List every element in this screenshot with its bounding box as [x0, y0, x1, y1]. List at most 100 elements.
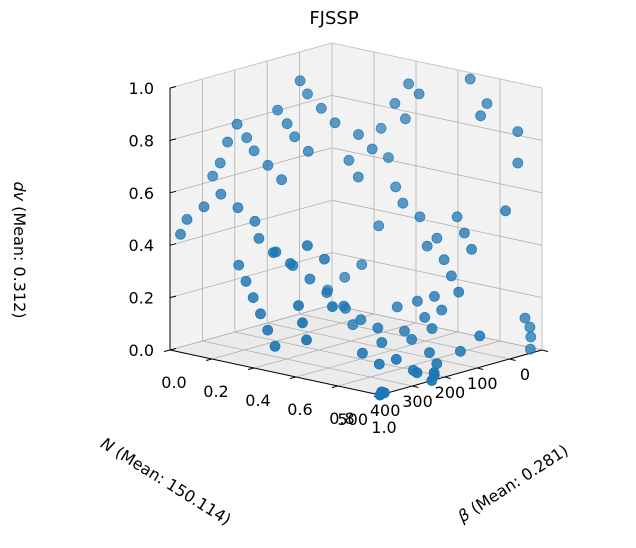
- x-axis-line: [379, 349, 543, 396]
- z-tick-label: 0.0: [129, 341, 154, 360]
- scatter-point: [525, 331, 537, 343]
- gridline-z-back: [169, 95, 333, 141]
- scatter-point: [438, 254, 450, 266]
- scatter-point: [293, 300, 304, 312]
- scatter-point: [512, 126, 524, 138]
- scatter-point: [329, 117, 341, 129]
- scatter-point: [352, 171, 364, 183]
- y-tick-label: 0.0: [161, 373, 186, 392]
- x-tick-mark: [477, 367, 484, 370]
- scatter-point: [269, 340, 281, 352]
- scatter-point: [248, 145, 260, 157]
- scatter-point: [431, 232, 443, 244]
- scatter-point: [318, 253, 330, 265]
- scatter-point: [339, 271, 351, 283]
- scatter-point: [399, 113, 411, 125]
- scatter-point: [525, 343, 536, 355]
- y-tick-mark: [289, 376, 297, 379]
- scatter-point: [207, 170, 219, 182]
- axis-lines: [169, 88, 543, 396]
- z-tick-mark: [169, 138, 177, 141]
- scatter-point: [426, 323, 438, 334]
- gridline-z-side: [331, 199, 543, 246]
- scatter-point: [414, 211, 426, 223]
- scatter-point: [390, 181, 402, 193]
- x-tick-label: 100: [467, 374, 498, 393]
- scatter-point: [403, 78, 415, 90]
- z-tick-mark: [169, 243, 177, 246]
- scatter-point: [272, 104, 284, 116]
- scatter-point: [524, 321, 536, 333]
- y-tick-label: 0.6: [287, 400, 312, 419]
- x-tick-label: 300: [402, 392, 433, 411]
- x-tick-mark: [541, 349, 549, 352]
- scatter-point: [500, 205, 512, 217]
- scatter-point: [255, 308, 266, 320]
- scatter-point: [181, 213, 193, 225]
- scatter-point: [421, 240, 433, 252]
- x-tick-mark: [444, 376, 451, 379]
- scatter-point: [222, 136, 234, 148]
- scatter-point: [281, 118, 293, 130]
- y-axis-label-text: (Mean: 0.281): [463, 441, 572, 521]
- scatter-point: [382, 152, 394, 164]
- scatter-point: [426, 375, 438, 387]
- gridline-y-floor: [295, 331, 459, 378]
- gridline-x-floor: [202, 340, 413, 387]
- x-tick-label: 0: [520, 365, 530, 384]
- gridline-z-back: [169, 304, 333, 351]
- scatter-point: [376, 337, 388, 348]
- scatter-point: [413, 88, 425, 100]
- scatter-point: [315, 102, 327, 114]
- scatter-point: [356, 347, 368, 359]
- scatter-point: [466, 243, 478, 255]
- scatter-point: [391, 301, 403, 313]
- pane-edge: [169, 42, 333, 89]
- scatter-point: [512, 157, 524, 169]
- z-tick-label: 1.0: [129, 79, 154, 98]
- z-axis-label: dv (Mean: 0.312): [10, 181, 29, 318]
- scatter-point: [399, 325, 410, 337]
- x-tick-label: 400: [370, 401, 401, 420]
- scatter-point: [373, 358, 385, 370]
- chart-title: FJSSP: [309, 8, 359, 29]
- scatter-point: [232, 202, 244, 214]
- scatter-point: [233, 259, 245, 271]
- y-tick-label: 0.2: [203, 382, 228, 401]
- y-tick-label: 1.0: [371, 418, 396, 437]
- scatter-point: [297, 317, 308, 329]
- y-tick-label: 0.8: [329, 409, 354, 428]
- scatter-point: [436, 304, 448, 316]
- scatter-point: [338, 300, 350, 312]
- scatter-point: [231, 118, 243, 130]
- scatter-point: [424, 347, 435, 359]
- scatter-point: [289, 131, 301, 143]
- y-tick-mark: [331, 385, 339, 388]
- z-tick-mark: [169, 86, 177, 89]
- z-tick-mark: [169, 190, 177, 194]
- gridline-y-floor: [211, 313, 375, 360]
- gridline-z-back: [169, 252, 333, 298]
- data-points: [175, 73, 537, 401]
- gridline-z-side: [331, 147, 543, 194]
- scatter-point: [428, 290, 440, 302]
- scatter-point: [302, 145, 314, 157]
- scatter-point: [481, 98, 493, 109]
- scatter-point: [356, 259, 368, 271]
- scatter-point: [454, 345, 466, 357]
- scatter-point: [411, 295, 423, 307]
- x-tick-label: 500: [337, 410, 368, 429]
- scatter-point: [375, 122, 387, 134]
- scatter-point: [372, 322, 384, 334]
- scatter-point: [214, 157, 226, 169]
- scatter-point: [366, 143, 378, 155]
- z-tick-label: 0.4: [129, 236, 154, 255]
- z-axis-label-symbol: dv: [10, 181, 29, 201]
- x-tick-label: 200: [435, 383, 466, 402]
- scatter-point: [262, 324, 274, 336]
- pane-x-back: [170, 43, 332, 350]
- scatter-point: [475, 110, 487, 122]
- scatter-point: [175, 228, 186, 240]
- scatter-point: [301, 240, 313, 252]
- z-tick-mark: [169, 348, 177, 351]
